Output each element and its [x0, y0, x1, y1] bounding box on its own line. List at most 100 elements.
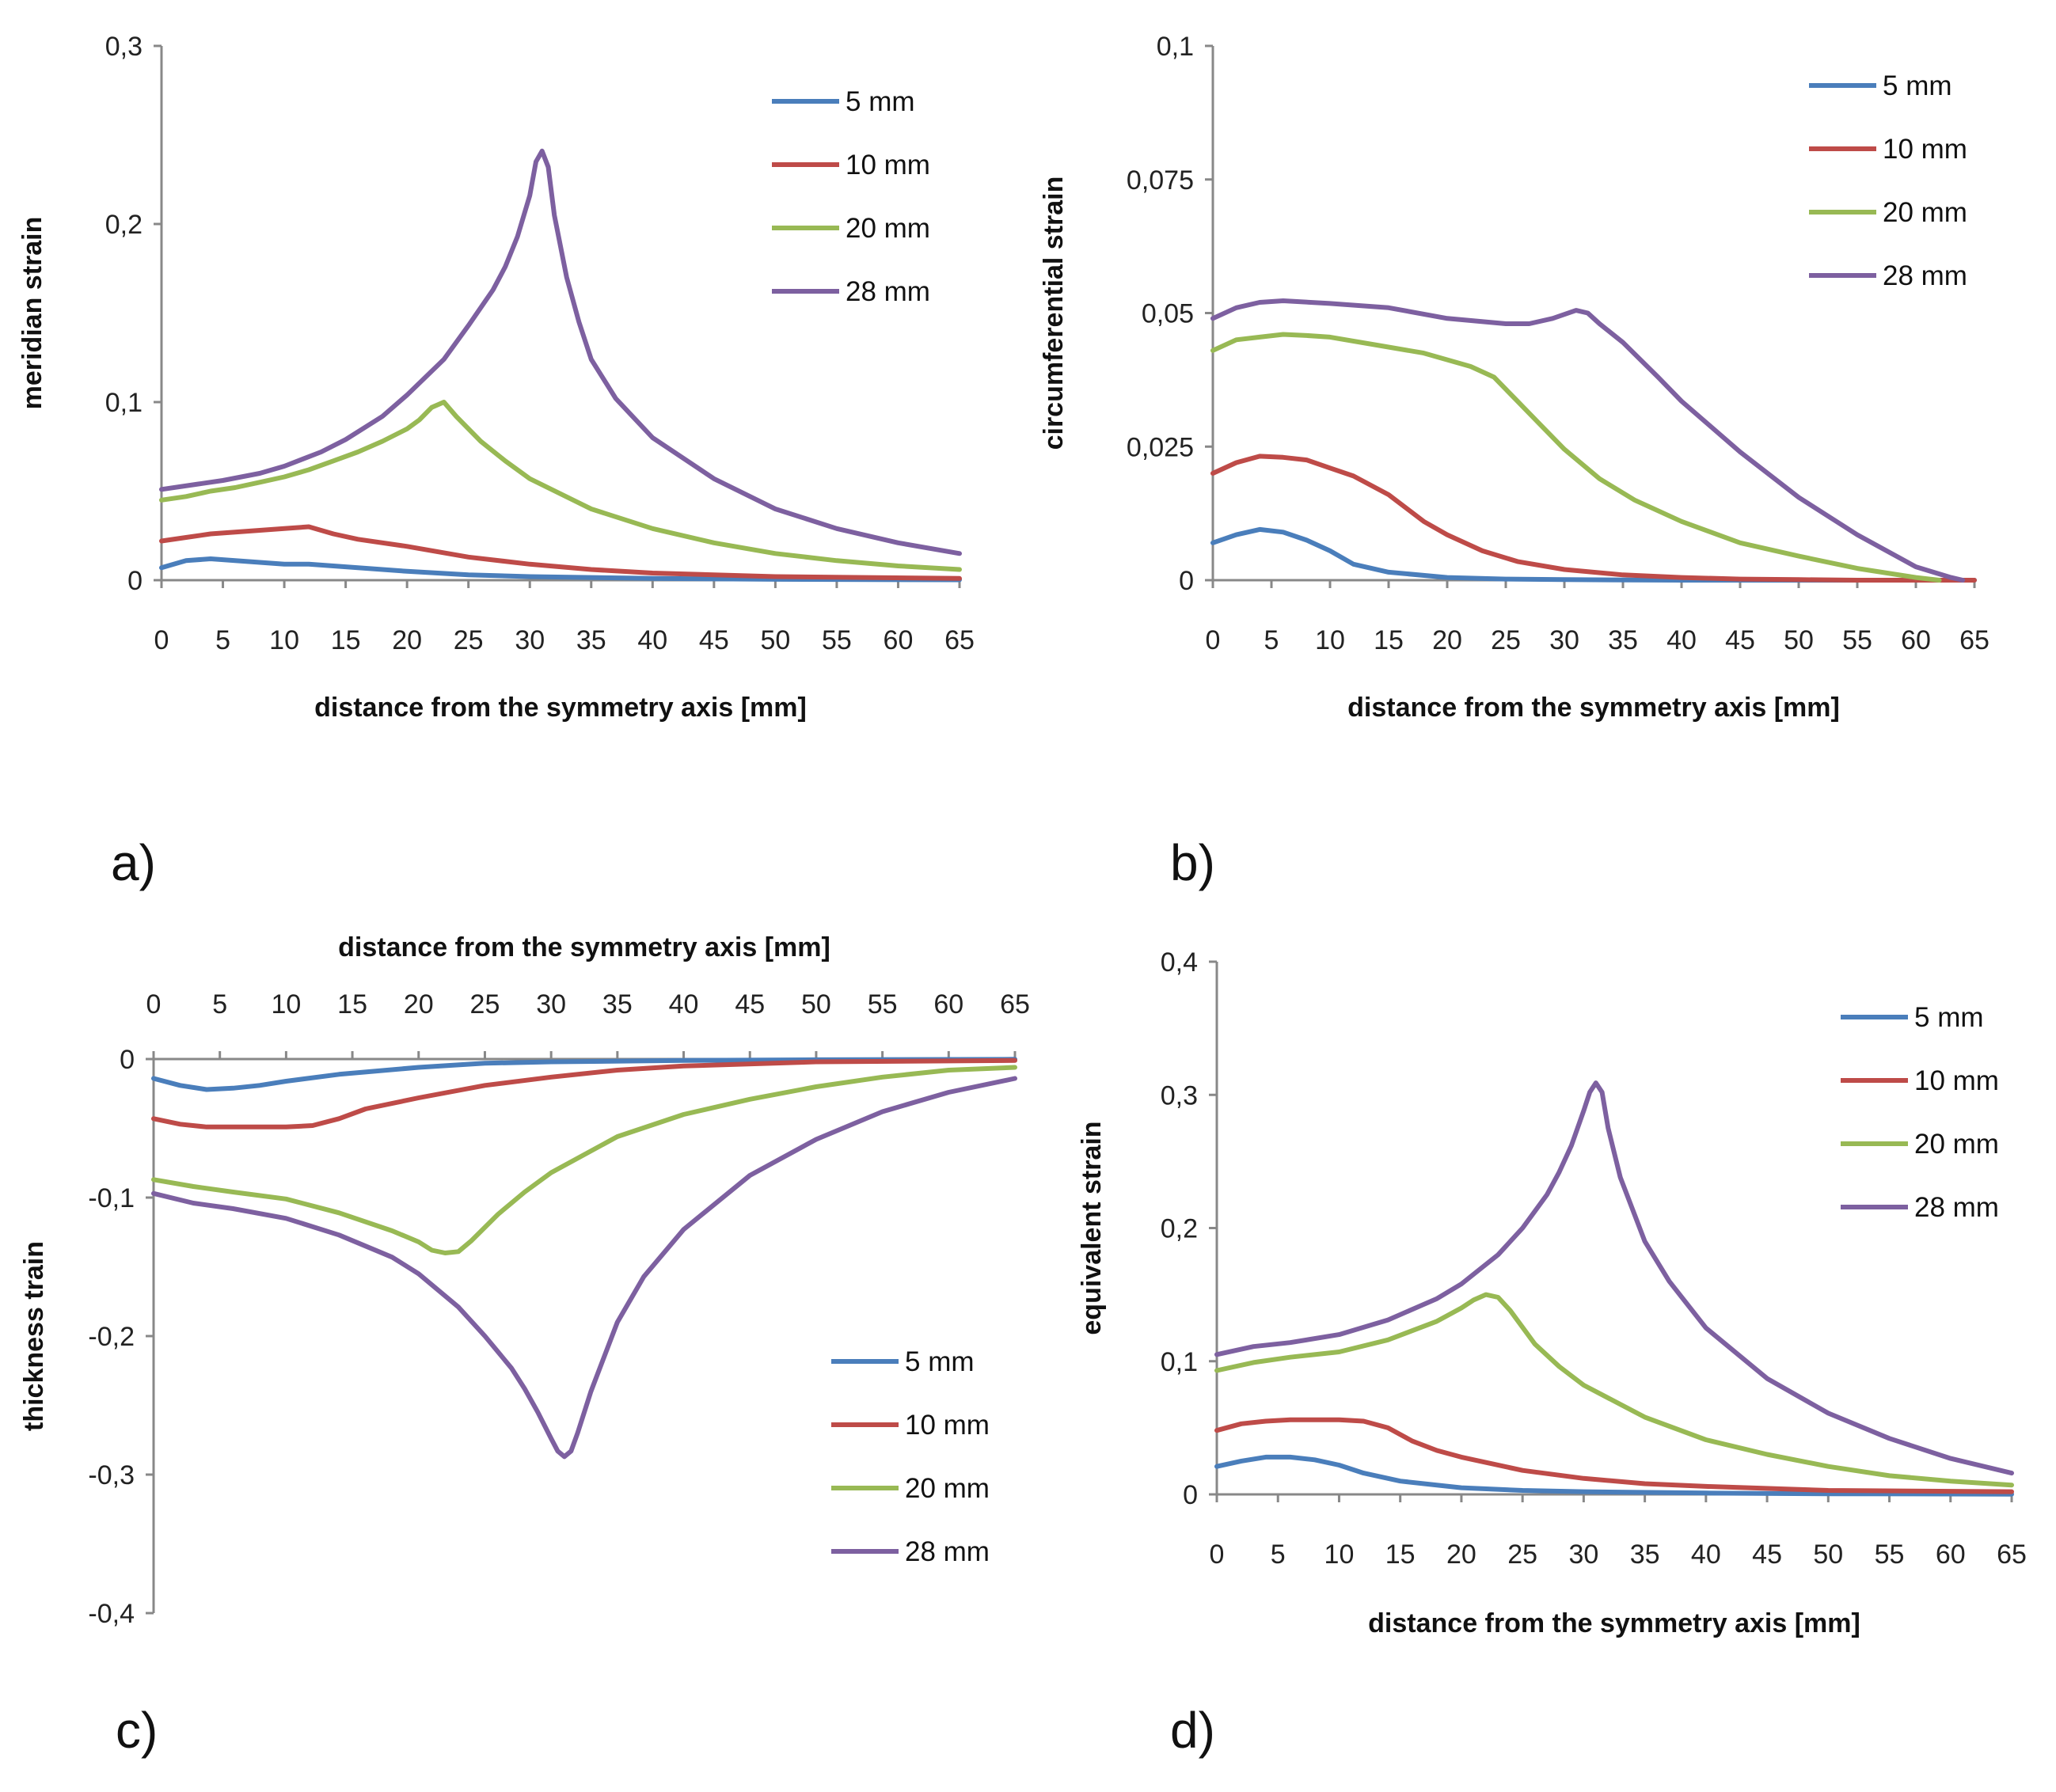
x-tick-label: 35: [1630, 1540, 1660, 1570]
legend-label: 5 mm: [1914, 1002, 1984, 1033]
series-line-5-mm: [1210, 526, 1977, 583]
x-tick-label: 65: [944, 625, 975, 655]
x-tick-label: 10: [1324, 1540, 1355, 1570]
y-tick-label: 0,4: [1161, 947, 1198, 978]
x-tick-label: 15: [1374, 625, 1404, 655]
x-tick-label: 55: [1875, 1540, 1905, 1570]
x-tick-label: 30: [1549, 625, 1579, 655]
x-tick-label: 0: [146, 989, 162, 1019]
legend: 5 mm 10 mm 20 mm 28 mm: [1841, 1002, 1999, 1223]
x-tick-label: 60: [884, 625, 914, 655]
panel-label: d): [1170, 1702, 1215, 1759]
legend-label: 10 mm: [1914, 1065, 1999, 1096]
y-tick-label: 0,075: [1127, 165, 1194, 196]
panel-b: 0 0,025 0,05 0,075 0,1 0 5 10 15 20 25 30 35 40 45 50 55…: [1039, 32, 1989, 891]
y-tick-label: 0,1: [105, 388, 143, 418]
x-tick-label: 50: [1813, 1540, 1843, 1570]
series-line-28-mm: [1210, 298, 1966, 583]
series-line-10-mm: [159, 524, 962, 581]
y-tick-label: 0,1: [1161, 1347, 1198, 1377]
x-tick-label: 40: [1691, 1540, 1721, 1570]
y-tick-label: 0,025: [1127, 432, 1194, 462]
legend: 5 mm 10 mm 20 mm 28 mm: [772, 86, 930, 307]
x-tick-label: 40: [637, 625, 667, 655]
series-line-5-mm: [1214, 1454, 2014, 1497]
x-tick-label: 60: [1901, 625, 1931, 655]
x-tick-label: 35: [1608, 625, 1638, 655]
y-tick-label: 0,05: [1142, 299, 1194, 329]
panel-label: a): [111, 834, 156, 891]
x-tick-label: 5: [1264, 625, 1279, 655]
legend: 5 mm 10 mm 20 mm 28 mm: [831, 1346, 990, 1567]
x-tick-label: 65: [1000, 989, 1030, 1019]
x-tick-label: 65: [1997, 1540, 2027, 1570]
y-tick-label: 0,2: [105, 210, 143, 240]
x-tick-label: 20: [1432, 625, 1462, 655]
y-tick-label: 0: [120, 1045, 135, 1075]
y-axis-title: equivalent strain: [1077, 1121, 1107, 1335]
x-tick-label: 60: [933, 989, 963, 1019]
legend-label: 10 mm: [905, 1410, 990, 1441]
y-tick-label: -0,1: [88, 1183, 135, 1213]
x-tick-label: 45: [735, 989, 765, 1019]
x-tick-label: 35: [576, 625, 606, 655]
x-tick-label: 15: [331, 625, 361, 655]
x-tick-label: 25: [1507, 1540, 1537, 1570]
x-axis-title: distance from the symmetry axis [mm]: [1347, 693, 1840, 723]
series-line-20-mm: [1210, 332, 1942, 583]
y-tick-label: 0: [127, 566, 143, 596]
x-tick-label: 30: [515, 625, 545, 655]
x-tick-label: 5: [1271, 1540, 1286, 1570]
y-tick-label: -0,3: [88, 1460, 135, 1490]
x-tick-label: 15: [1385, 1540, 1416, 1570]
legend-label: 28 mm: [1883, 260, 1967, 291]
series-line-5-mm: [151, 1057, 1017, 1092]
x-tick-label: 50: [760, 625, 790, 655]
x-tick-label: 20: [392, 625, 422, 655]
panel-label: b): [1170, 834, 1215, 891]
x-tick-label: 25: [1491, 625, 1521, 655]
x-tick-label: 20: [404, 989, 434, 1019]
y-tick-label: -0,4: [88, 1599, 135, 1629]
x-axis-title: distance from the symmetry axis [mm]: [314, 693, 807, 723]
x-tick-label: 15: [337, 989, 367, 1019]
legend-label: 20 mm: [905, 1473, 990, 1504]
legend-label: 10 mm: [1883, 134, 1967, 165]
legend: 5 mm 10 mm 20 mm 28 mm: [1809, 70, 1967, 291]
x-axis-title: distance from the symmetry axis [mm]: [338, 932, 830, 962]
series-line-20-mm: [159, 400, 962, 572]
y-tick-label: -0,2: [88, 1322, 135, 1352]
series-line-10-mm: [1210, 454, 1977, 583]
legend-label: 5 mm: [846, 86, 915, 117]
legend-label: 5 mm: [905, 1346, 975, 1377]
series-line-28-mm: [151, 1076, 1017, 1460]
legend-label: 20 mm: [1883, 197, 1967, 228]
series-line-10-mm: [151, 1057, 1017, 1129]
x-tick-label: 0: [1206, 625, 1221, 655]
x-tick-label: 5: [215, 625, 230, 655]
x-tick-label: 30: [1568, 1540, 1598, 1570]
legend-label: 10 mm: [846, 150, 930, 180]
x-tick-label: 45: [1752, 1540, 1782, 1570]
y-tick-label: 0,3: [105, 32, 143, 62]
panel-c: 0 -0,1 -0,2 -0,3 -0,4 0 5 10 15 20 25 30 35 40 45 50 55 6…: [19, 932, 1030, 1759]
x-tick-label: 10: [269, 625, 299, 655]
legend-label: 20 mm: [846, 213, 930, 244]
panel-a: 0 0,1 0,2 0,3 0 5 10 15 20 25 30 35 40 45 50 55 60 65 dist…: [17, 32, 975, 891]
series-line-28-mm: [1214, 1080, 2014, 1476]
y-tick-label: 0: [1179, 566, 1194, 596]
x-tick-label: 40: [669, 989, 699, 1019]
x-tick-label: 55: [822, 625, 852, 655]
x-tick-label: 60: [1936, 1540, 1966, 1570]
x-tick-label: 65: [1959, 625, 1989, 655]
x-tick-label: 50: [1784, 625, 1814, 655]
x-tick-label: 25: [470, 989, 500, 1019]
series-line-20-mm: [1214, 1292, 2014, 1488]
x-tick-label: 55: [868, 989, 898, 1019]
series-line-10-mm: [1214, 1417, 2014, 1494]
x-axis-title: distance from the symmetry axis [mm]: [1368, 1608, 1860, 1638]
panel-label: c): [116, 1702, 158, 1759]
x-tick-label: 55: [1842, 625, 1872, 655]
panel-d: 0 0,1 0,2 0,3 0,4 0 5 10 15 20 25 30 35 40 45 50 55 60 65 d…: [1077, 947, 2027, 1759]
